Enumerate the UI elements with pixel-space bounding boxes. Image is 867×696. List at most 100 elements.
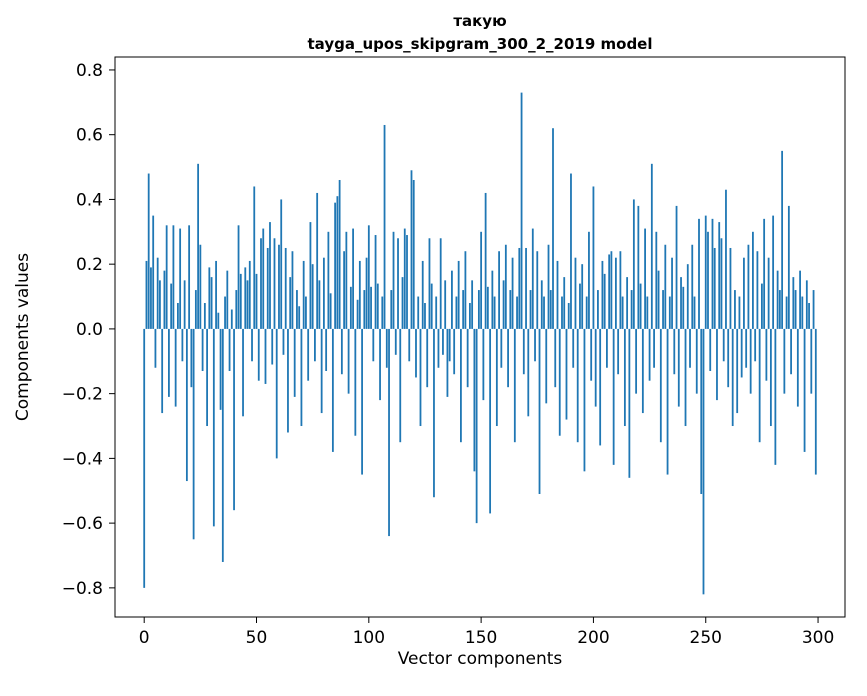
bar bbox=[635, 328, 638, 394]
bar bbox=[428, 238, 431, 329]
bar bbox=[810, 328, 813, 394]
bar bbox=[637, 205, 640, 329]
bar bbox=[527, 328, 530, 417]
bar bbox=[772, 215, 775, 329]
bar bbox=[271, 328, 274, 365]
bar bbox=[659, 328, 662, 443]
bar bbox=[309, 222, 312, 329]
bar bbox=[406, 235, 408, 329]
bar bbox=[745, 328, 748, 368]
bar bbox=[150, 267, 152, 329]
bar bbox=[208, 267, 211, 329]
bar bbox=[181, 328, 184, 362]
bar bbox=[385, 328, 388, 368]
bar bbox=[210, 277, 213, 329]
bar bbox=[172, 225, 175, 329]
y-axis-label: Components values bbox=[13, 253, 33, 421]
bar bbox=[170, 283, 173, 329]
chart-title-word: такую bbox=[453, 12, 506, 30]
bar bbox=[190, 328, 193, 388]
bar bbox=[275, 328, 278, 459]
bar bbox=[650, 163, 653, 329]
bar bbox=[554, 328, 557, 388]
bar bbox=[691, 244, 694, 329]
bar bbox=[727, 328, 730, 388]
bar bbox=[702, 328, 705, 595]
bar bbox=[482, 328, 485, 401]
bar bbox=[201, 328, 204, 371]
bar bbox=[531, 228, 534, 329]
bar bbox=[778, 290, 781, 329]
bar bbox=[525, 247, 527, 329]
bar bbox=[185, 328, 188, 482]
bar bbox=[302, 260, 305, 329]
bar bbox=[215, 260, 217, 329]
bar bbox=[421, 260, 424, 329]
bar bbox=[594, 328, 597, 407]
bar bbox=[446, 328, 449, 397]
bar bbox=[475, 328, 478, 524]
bar bbox=[599, 328, 602, 446]
bar bbox=[168, 328, 170, 397]
bar bbox=[251, 328, 253, 362]
bar bbox=[675, 205, 678, 329]
bar bbox=[641, 328, 644, 414]
bar bbox=[394, 328, 397, 355]
bar bbox=[322, 257, 325, 329]
y-tick-label: 0.0 bbox=[76, 320, 103, 340]
bar bbox=[367, 225, 370, 329]
bar bbox=[561, 296, 563, 329]
bar bbox=[316, 192, 319, 329]
bar bbox=[763, 218, 766, 329]
x-axis-label: Vector components bbox=[398, 649, 563, 669]
bar bbox=[747, 244, 750, 329]
bar bbox=[176, 303, 179, 329]
bar bbox=[812, 290, 815, 329]
bar bbox=[451, 270, 453, 329]
bar bbox=[239, 273, 242, 329]
bar bbox=[689, 328, 691, 368]
bar bbox=[502, 280, 505, 329]
bar bbox=[612, 328, 615, 465]
bar bbox=[311, 264, 314, 329]
bar bbox=[729, 247, 732, 329]
bar bbox=[300, 328, 303, 427]
bar bbox=[754, 328, 757, 362]
bar bbox=[704, 215, 707, 329]
bars-group bbox=[143, 92, 817, 595]
bar bbox=[513, 328, 516, 443]
bar bbox=[343, 251, 346, 329]
bar bbox=[590, 328, 593, 381]
bar bbox=[399, 328, 402, 443]
bar bbox=[608, 254, 611, 329]
bar bbox=[376, 283, 379, 329]
bar bbox=[534, 328, 536, 362]
x-tick-label: 50 bbox=[246, 628, 268, 648]
bar bbox=[457, 260, 460, 329]
bar bbox=[567, 303, 570, 329]
bar bbox=[435, 296, 438, 329]
bar bbox=[491, 270, 494, 329]
bar bbox=[156, 257, 159, 329]
bar bbox=[257, 328, 260, 381]
bar bbox=[630, 290, 633, 329]
bar bbox=[621, 296, 624, 329]
bar bbox=[785, 296, 788, 329]
bar bbox=[619, 251, 622, 329]
bar bbox=[668, 296, 671, 329]
bar bbox=[356, 299, 359, 329]
bar bbox=[740, 328, 743, 378]
bar bbox=[183, 280, 186, 329]
bar bbox=[390, 290, 393, 329]
bar bbox=[644, 228, 646, 329]
bar bbox=[161, 328, 164, 414]
bar bbox=[653, 328, 655, 368]
bar bbox=[444, 280, 447, 329]
bar bbox=[725, 189, 727, 329]
bar bbox=[253, 186, 256, 329]
bar bbox=[291, 251, 294, 329]
y-tick-label: 0.4 bbox=[76, 190, 103, 210]
bar bbox=[273, 238, 276, 329]
bar bbox=[695, 328, 698, 394]
bar bbox=[379, 328, 381, 401]
